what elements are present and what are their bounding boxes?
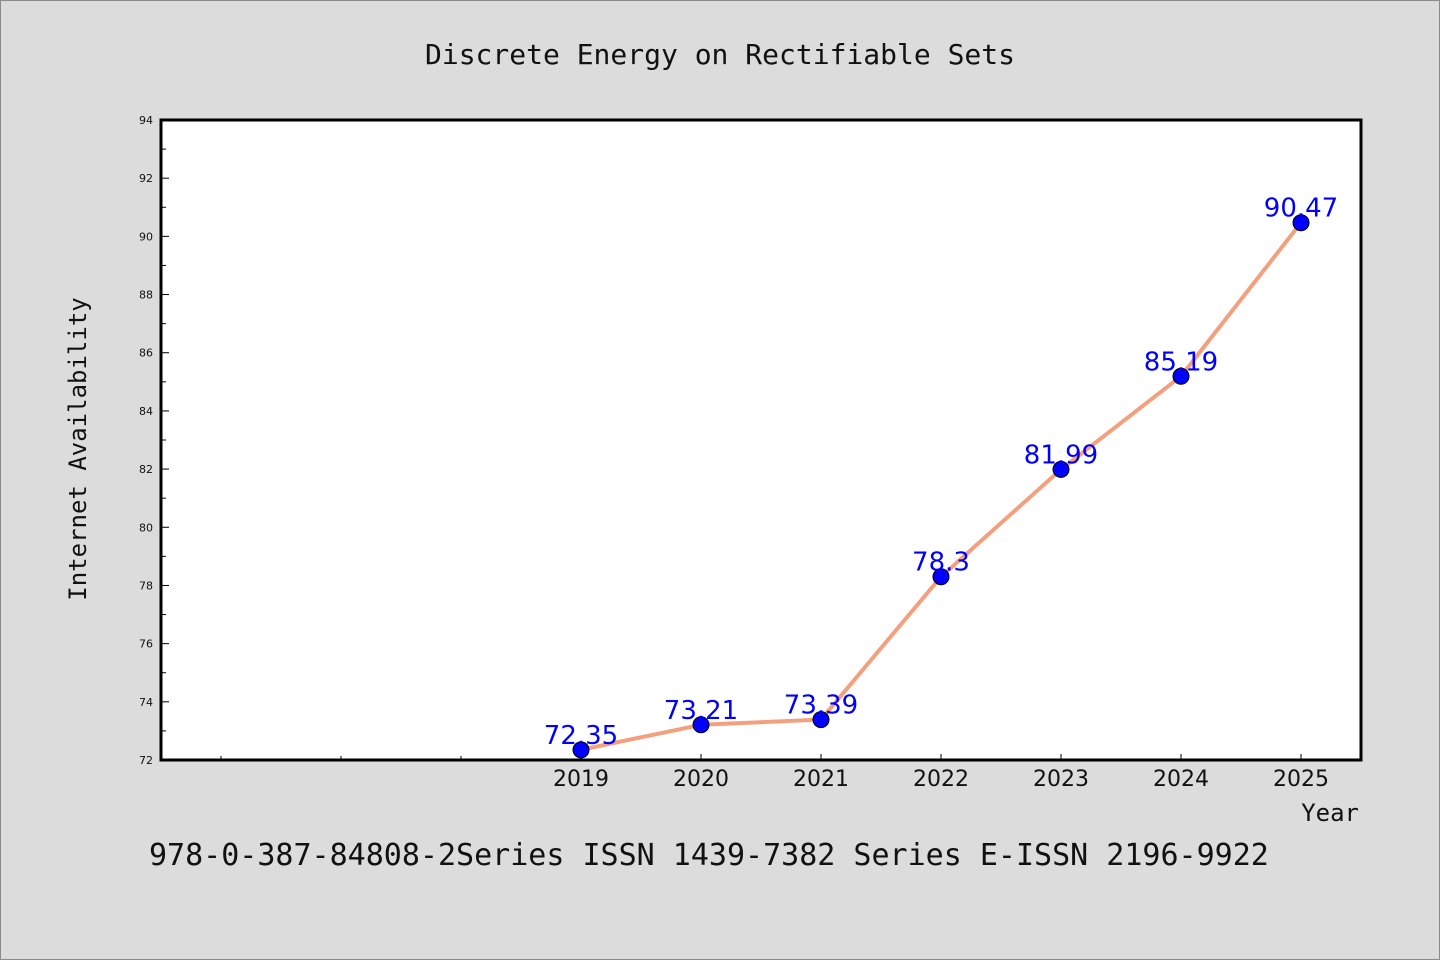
data-point — [1052, 460, 1070, 478]
y-tick-label: 86 — [139, 347, 153, 360]
y-axis-ticks: 72 74 76 78 80 82 84 86 88 90 92 94 — [139, 114, 169, 767]
data-point — [572, 741, 590, 759]
y-tick-label: 80 — [139, 521, 153, 534]
data-label: 85.19 — [1144, 347, 1218, 377]
data-point — [1292, 214, 1310, 232]
y-tick-label: 78 — [139, 579, 153, 592]
data-label: 73.39 — [784, 691, 858, 721]
y-tick-label: 74 — [139, 696, 153, 709]
x-tick-label: 2023 — [1033, 767, 1089, 792]
data-label: 81.99 — [1024, 440, 1098, 470]
y-tick-label: 82 — [139, 463, 153, 476]
data-point — [812, 711, 830, 729]
data-labels: 72.35 73.21 73.39 78.3 81.99 85.19 90.47 — [544, 194, 1338, 751]
y-tick-label: 72 — [139, 754, 153, 767]
y-tick-label: 94 — [139, 114, 153, 127]
y-tick-label: 88 — [139, 289, 153, 302]
chart-title: Discrete Energy on Rectifiable Sets — [425, 38, 1015, 71]
x-tick-label: 2020 — [673, 767, 729, 792]
data-label: 78.3 — [912, 548, 970, 578]
x-tick-label: 2022 — [913, 767, 969, 792]
data-label: 90.47 — [1264, 194, 1338, 224]
y-tick-label: 84 — [139, 405, 153, 418]
y-tick-label: 90 — [139, 230, 153, 243]
y-tick-label: 76 — [139, 638, 153, 651]
data-label: 73.21 — [664, 696, 738, 726]
data-point — [932, 568, 950, 586]
x-tick-label: 2019 — [553, 767, 609, 792]
data-label: 72.35 — [544, 721, 618, 751]
y-tick-label: 92 — [139, 172, 153, 185]
x-tick-label: 2025 — [1273, 767, 1329, 792]
plot-area — [159, 118, 1363, 762]
data-point — [692, 716, 710, 734]
x-tick-label: 2024 — [1153, 767, 1209, 792]
data-point — [1172, 367, 1190, 385]
footer-text: 978-0-387-84808-2Series ISSN 1439-7382 S… — [149, 838, 1269, 873]
y-axis-label: Internet Availability — [64, 297, 92, 600]
x-axis-ticks: 2019 2020 2021 2022 2023 2024 2025 — [220, 754, 1329, 792]
x-tick-label: 2021 — [793, 767, 849, 792]
series-layer — [572, 214, 1310, 759]
x-axis-label: Year — [1301, 799, 1359, 827]
